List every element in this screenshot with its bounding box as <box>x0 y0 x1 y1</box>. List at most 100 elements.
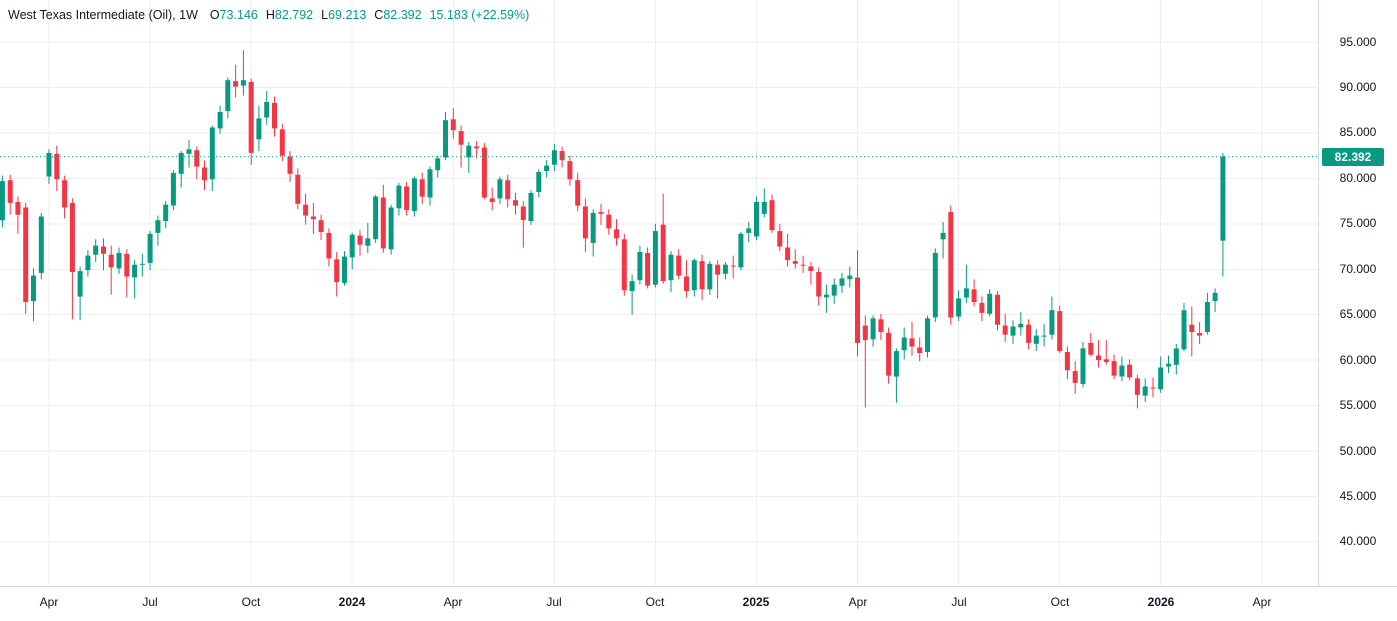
candle <box>1103 340 1109 365</box>
time-axis-label: 2024 <box>338 595 366 609</box>
candle <box>248 78 254 165</box>
candle <box>1220 153 1226 277</box>
candle <box>823 284 829 313</box>
candle <box>909 322 915 356</box>
candle <box>217 105 223 134</box>
candle <box>606 209 612 235</box>
candle <box>38 212 44 280</box>
candle <box>85 250 91 277</box>
candle <box>46 149 52 184</box>
candle <box>388 204 394 255</box>
candle <box>310 202 316 234</box>
candle <box>77 266 83 321</box>
candle <box>559 146 565 168</box>
candle <box>93 239 99 262</box>
candle <box>582 198 588 252</box>
candle <box>652 223 658 288</box>
close-label: C <box>374 8 384 22</box>
candle <box>202 160 207 191</box>
candle <box>800 255 806 273</box>
price-axis-label: 80.000 <box>1339 171 1377 185</box>
candle <box>513 192 518 215</box>
time-axis-label: Jul <box>951 595 967 609</box>
candle <box>1049 296 1055 340</box>
candle <box>1197 322 1203 344</box>
chart-canvas[interactable] <box>0 0 1318 586</box>
candle <box>147 231 153 271</box>
price-axis[interactable]: 95.000 90.000 85.000 80.000 75.000 70.000 65.0… <box>1318 0 1397 621</box>
candle <box>186 140 192 168</box>
candle <box>676 249 682 280</box>
candle <box>380 184 386 253</box>
candle <box>101 238 106 271</box>
candle <box>544 160 550 178</box>
candle <box>995 291 1000 331</box>
symbol-title: West Texas Intermediate (Oil), 1W <box>8 8 198 22</box>
candle <box>427 166 433 206</box>
time-axis-label: Apr <box>848 595 868 609</box>
candle <box>886 327 892 384</box>
candle <box>777 223 783 252</box>
time-axis[interactable]: Apr Jul Oct 2024 Apr Jul Oct 2025 Apr Jul Oct 2026 A… <box>0 586 1397 621</box>
time-axis-label: Apr <box>1252 595 1272 609</box>
candle <box>738 232 744 271</box>
time-axis-label: Oct <box>645 595 665 609</box>
time-axis-label: Jul <box>546 595 562 609</box>
candle <box>233 64 239 98</box>
candle <box>730 255 736 279</box>
candle <box>893 348 899 403</box>
candle <box>1057 305 1063 353</box>
high-label: H <box>265 8 275 22</box>
candle <box>132 260 138 299</box>
price-axis-label: 50.000 <box>1339 444 1377 458</box>
candle <box>940 222 946 259</box>
price-axis-label: 85.000 <box>1339 125 1377 139</box>
candle <box>170 170 176 211</box>
candle <box>357 230 363 256</box>
candle <box>699 254 705 301</box>
candle <box>295 168 301 210</box>
candle <box>31 268 36 322</box>
candle <box>1026 319 1032 350</box>
time-axis-label: Oct <box>1050 595 1070 609</box>
candle <box>520 201 526 248</box>
candle <box>668 251 674 292</box>
open-value: 73.146 <box>219 8 258 22</box>
candle <box>754 196 759 241</box>
candle <box>870 315 876 347</box>
candle <box>116 247 122 274</box>
candle <box>209 125 215 192</box>
candle <box>1166 355 1171 373</box>
candle <box>637 245 643 285</box>
candle <box>69 198 75 320</box>
candle <box>342 251 347 286</box>
high-value: 82.792 <box>274 8 314 22</box>
candle <box>124 249 130 298</box>
candle <box>1064 346 1070 380</box>
candle <box>1111 354 1117 380</box>
candle <box>746 222 752 242</box>
candle <box>715 260 721 299</box>
candle <box>411 176 417 217</box>
candle <box>925 315 930 358</box>
candle <box>528 190 534 225</box>
low-label: L <box>321 8 329 22</box>
candle <box>505 174 511 208</box>
candle <box>808 262 814 285</box>
candle <box>1158 356 1164 393</box>
candle <box>901 327 907 360</box>
candle <box>419 172 425 204</box>
candle <box>1134 374 1140 409</box>
candle <box>979 296 985 322</box>
ohlc-close: C82.392 <box>374 8 421 22</box>
candle <box>948 205 954 325</box>
candle <box>7 174 13 215</box>
candle <box>855 250 860 357</box>
candle <box>1212 288 1218 312</box>
candle <box>1080 342 1086 388</box>
candle <box>878 313 884 341</box>
candle <box>691 258 697 297</box>
candle <box>645 247 651 289</box>
candle <box>590 209 596 257</box>
low-value: 69.213 <box>328 8 367 22</box>
